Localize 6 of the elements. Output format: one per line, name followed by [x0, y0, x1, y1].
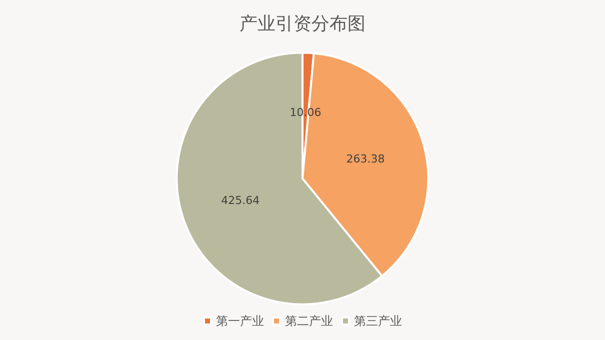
chart-title: 产业引资分布图	[240, 14, 366, 34]
data-label: 425.64	[221, 194, 260, 208]
data-label: 263.38	[346, 152, 385, 166]
legend-label: 第一产业	[216, 314, 264, 328]
legend-label: 第三产业	[354, 314, 402, 328]
legend-label: 第二产业	[285, 314, 333, 328]
